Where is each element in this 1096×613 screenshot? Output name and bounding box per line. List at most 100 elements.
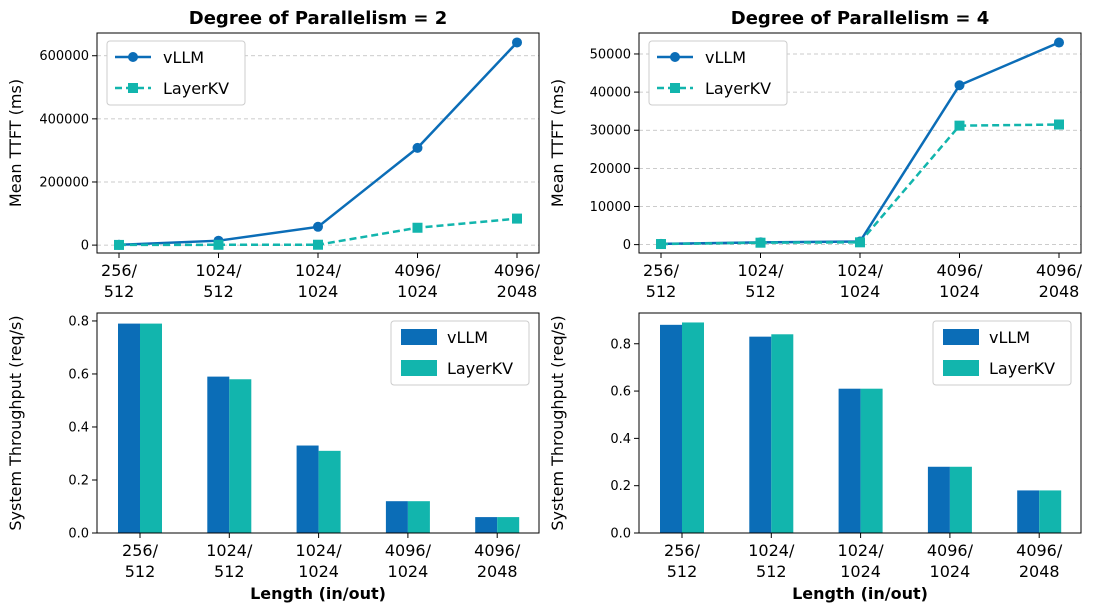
x-tick-label: 1024/512 [748,541,795,581]
chart-panel-2: 0 10000 20000 30000 40000 50000 256/512 1024/51… [548,8,1083,301]
bar-layerkv [229,379,252,533]
bar-layerkv [860,388,883,533]
chart-title: Degree of Parallelism = 2 [189,8,447,29]
legend-label: vLLM [163,48,204,67]
data-point-layerkv [114,239,124,250]
y-tick-label: 20000 [590,162,631,177]
chart-panel-1: 0 200000 400000 600000 256/512 1024/512 1024/1… [6,8,541,301]
bar-vllm [296,445,319,533]
bar-layerkv [140,323,162,533]
y-tick-label: 10000 [590,200,631,215]
y-tick-label: 200000 [39,175,89,190]
y-tick-label: 0.8 [68,314,89,329]
axes-frame [638,312,1082,534]
chart-panel-4: 0.0 0.2 0.4 0.6 0.8 256/512 1024/512 1024/1024 4… [548,312,1082,603]
data-point-vllm [512,37,522,48]
data-point-layerkv [755,237,766,248]
bar-vllm [118,323,140,533]
y-tick-label: 400000 [39,112,89,127]
y-tick-label: 0.8 [610,337,631,352]
axes-frame [96,312,540,534]
legend-marker [128,52,138,62]
legend-label: LayerKV [447,359,513,378]
x-tick-label: 256/512 [643,261,680,301]
bar-layerkv [1039,490,1062,533]
data-point-layerkv [213,239,224,250]
y-tick-label: 0.6 [68,367,89,382]
bar-vllm [927,466,950,533]
data-point-layerkv [512,213,522,224]
bar-layerkv [407,501,430,533]
x-tick-label: 1024/1024 [296,541,343,581]
y-tick-label: 0.2 [610,479,631,494]
x-tick-label: 1024/1024 [295,261,342,301]
x-tick-label: 1024/512 [737,261,784,301]
data-point-vllm [954,80,965,91]
x-tick-label: 4096/2048 [1016,541,1063,581]
y-tick-label: 0.4 [68,420,89,435]
bar-vllm [838,388,861,533]
y-tick-label: 0.2 [68,473,89,488]
legend-swatch [401,360,437,376]
series-line-layerkv [660,123,1060,246]
y-tick-label: 600000 [39,49,89,64]
legend-marker [670,52,680,62]
x-tick-label: 256/512 [664,541,701,581]
x-tick-label: 256/512 [101,261,138,301]
x-tick-label: 1024/512 [195,261,242,301]
y-axis-label: Mean TTFT (ms) [6,79,25,207]
bar-layerkv [771,334,794,533]
y-tick-label: 50000 [590,47,631,62]
legend-label: vLLM [989,328,1030,347]
bar-layerkv [949,466,972,533]
y-tick-label: 0.6 [610,385,631,400]
x-tick-label: 4096/1024 [927,541,974,581]
legend-label: LayerKV [705,79,771,98]
x-axis-label: Length (in/out) [250,584,386,603]
x-tick-label: 1024/1024 [837,261,884,301]
y-tick-label: 40000 [590,86,631,101]
legend-label: LayerKV [163,79,229,98]
bar-layerkv [682,322,704,533]
bar-vllm [475,517,498,533]
data-point-layerkv [412,222,423,233]
x-tick-label: 4096/2048 [494,261,541,301]
chart-panel-3: 0.0 0.2 0.4 0.6 0.8 256/512 1024/512 1024/1024 4… [6,312,540,603]
x-tick-label: 4096/2048 [474,541,521,581]
x-tick-label: 1024/512 [206,541,253,581]
data-point-layerkv [313,239,323,250]
data-point-layerkv [656,239,666,250]
bar-vllm [385,501,408,533]
axes-frame [96,32,540,254]
data-point-vllm [412,142,423,153]
bar-vllm [660,324,682,533]
x-tick-label: 4096/1024 [394,261,441,301]
data-point-vllm [313,221,323,232]
legend-swatch [401,329,437,345]
bar-layerkv [318,450,341,533]
y-tick-label: 0.0 [68,527,89,542]
data-point-layerkv [954,120,965,131]
y-tick-label: 0 [623,238,631,253]
bar-vllm [749,336,772,533]
bar-layerkv [497,517,520,533]
y-tick-label: 30000 [590,124,631,139]
x-tick-label: 256/512 [122,541,159,581]
x-tick-label: 1024/1024 [838,541,885,581]
axes-frame [638,32,1082,254]
legend-marker [670,83,680,93]
legend-swatch [943,329,979,345]
bar-vllm [1017,490,1040,533]
chart-title: Degree of Parallelism = 4 [731,8,989,29]
y-tick-label: 0.4 [610,432,631,447]
x-axis-label: Length (in/out) [792,584,928,603]
y-axis-label: System Throughput (req/s) [548,315,567,530]
data-point-layerkv [855,237,865,248]
legend-swatch [943,360,979,376]
y-tick-label: 0 [81,239,89,254]
legend-label: vLLM [705,48,746,67]
data-point-vllm [1054,37,1064,48]
legend-label: LayerKV [989,359,1055,378]
x-tick-label: 4096/2048 [1036,261,1083,301]
